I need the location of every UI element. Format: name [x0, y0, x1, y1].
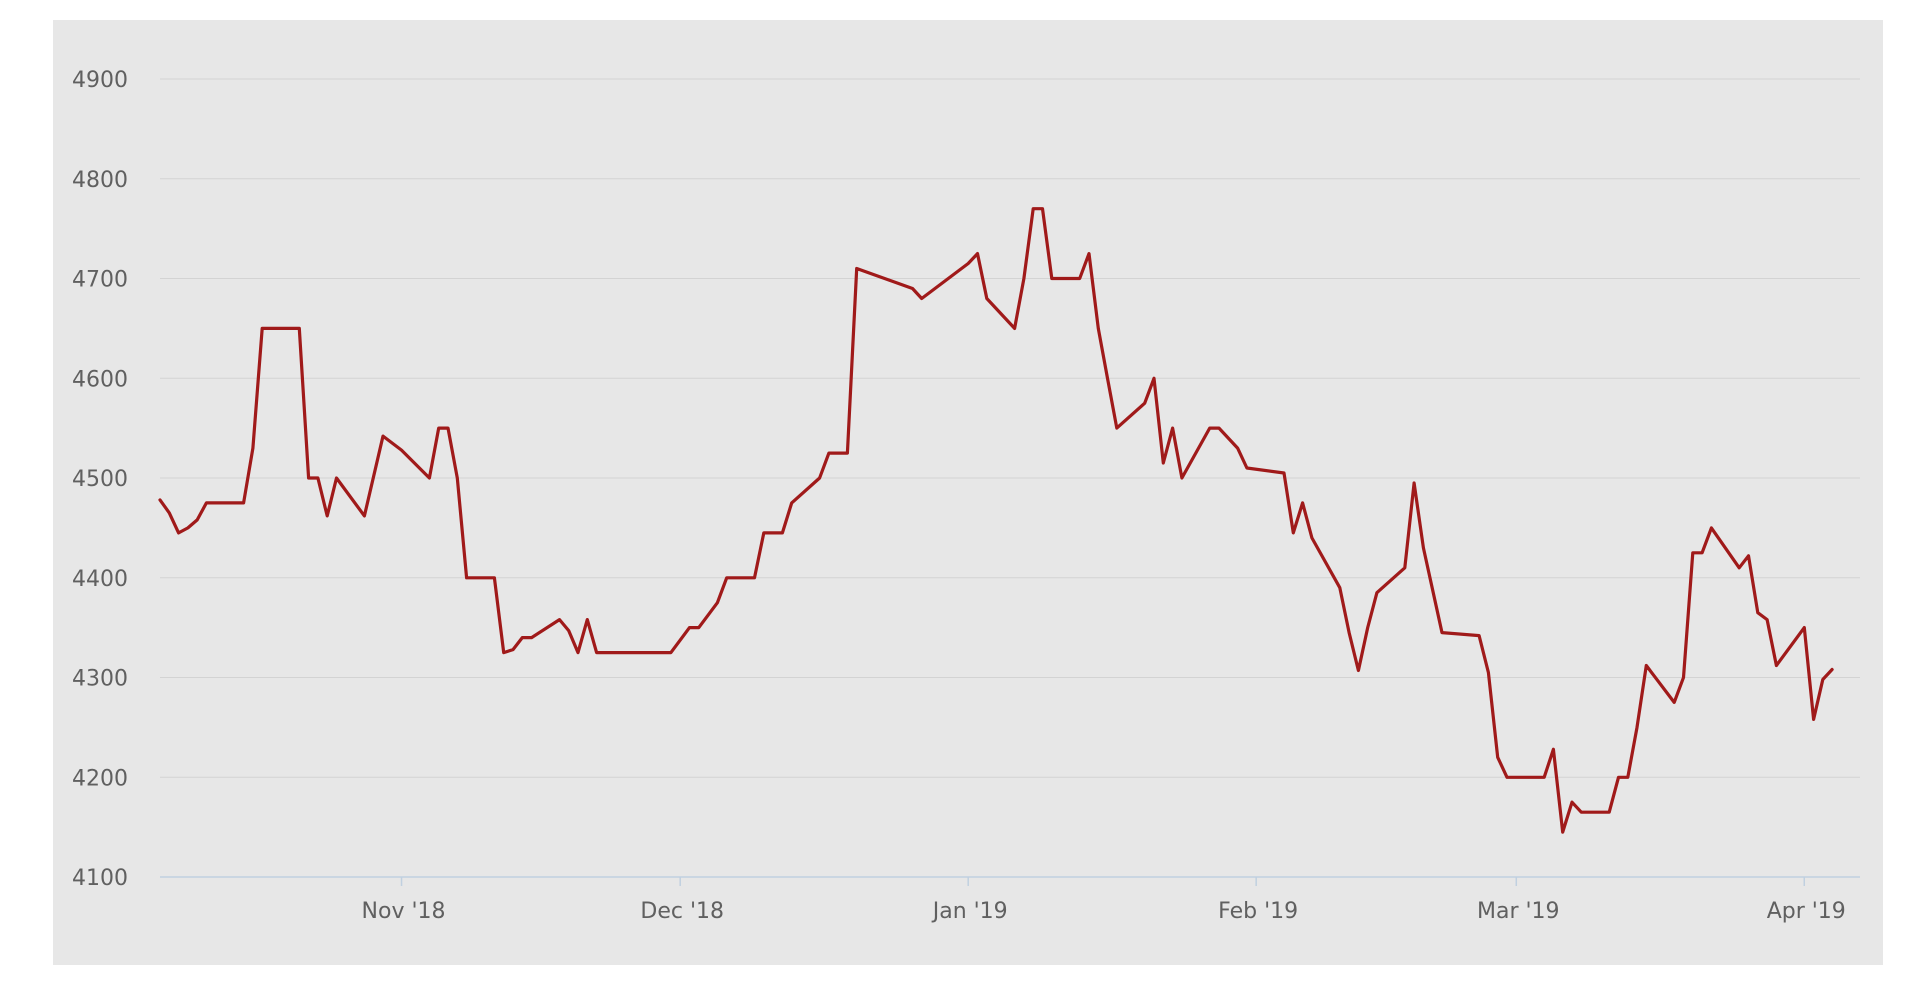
y-axis: 4100 4200 4300 4400 4500 4600 4700 4800 4900: [72, 68, 128, 891]
y-tick-label: 4200: [72, 766, 128, 791]
y-tick-label: 4800: [72, 168, 128, 193]
x-tick-label: Mar '19: [1477, 899, 1560, 924]
y-tick-label: 4500: [72, 467, 128, 492]
y-tick-label: 4100: [72, 866, 128, 891]
y-tick-label: 4300: [72, 667, 128, 692]
series-layer: [158, 207, 1834, 834]
x-axis: Nov '18 Dec '18 Jan '19 Feb '19 Mar '19 Apr '…: [160, 876, 1860, 924]
y-tick-label: 4600: [72, 367, 128, 392]
x-tick-label: Feb '19: [1218, 899, 1298, 924]
y-tick-label: 4700: [72, 268, 128, 293]
x-tick-label: Nov '18: [362, 899, 446, 924]
grid-lines: [160, 78, 1860, 778]
chart-panel: 4100 4200 4300 4400 4500 4600 4700 4800 4900 Nov…: [53, 20, 1883, 965]
x-tick-label: Jan '19: [931, 899, 1008, 924]
y-tick-label: 4400: [72, 567, 128, 592]
series-line-1: [158, 207, 1834, 834]
x-tick-label: Apr '19: [1767, 899, 1846, 924]
y-tick-label: 4900: [72, 68, 128, 93]
line-chart: 4100 4200 4300 4400 4500 4600 4700 4800 4900 Nov…: [72, 68, 1860, 924]
x-tick-label: Dec '18: [640, 899, 724, 924]
